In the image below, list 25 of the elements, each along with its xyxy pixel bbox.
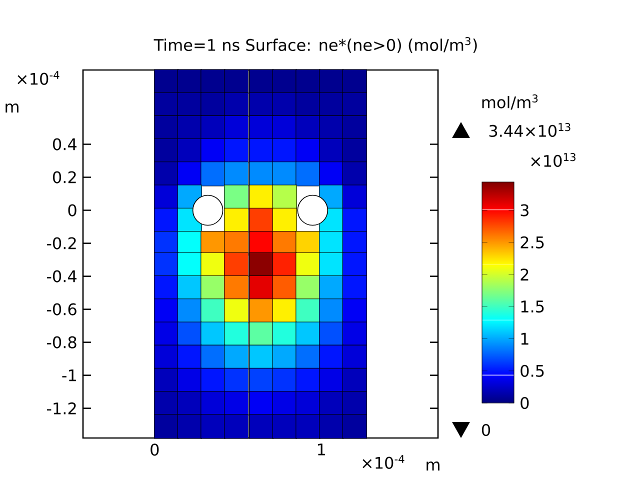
color-bar-label: 2: [520, 268, 528, 280]
y-tick-label: -1: [62, 369, 76, 382]
y-axis-title: m: [6, 104, 18, 112]
color-bar-label: 0.5: [520, 364, 544, 377]
y-tick-label: -0.2: [46, 237, 76, 250]
color-bar-label: 1: [521, 332, 528, 345]
text: ×10$^{-4}$: [362, 455, 404, 469]
y-tick-label: -0.4: [46, 270, 77, 282]
text: ×10$^{13}$: [531, 153, 576, 167]
color-bar-title: mol/m$^{3}$: [482, 94, 538, 110]
color-bar-label: 0: [520, 396, 529, 410]
color-bar-label: 3: [520, 204, 528, 216]
text: 3.44×10$^{13}$: [489, 123, 570, 137]
text: 0: [482, 424, 490, 436]
color-bar-label: 2.5: [520, 236, 544, 248]
text: ×10$^{-4}$: [18, 71, 60, 85]
y-tick-label: 0: [68, 204, 76, 216]
y-tick-label: -0.8: [46, 336, 76, 348]
chart-title: Time=1 ns Surface: ne*(ne>0) (mol/m$^{3}$): [154, 37, 477, 53]
y-tick-label: 0.2: [53, 171, 76, 184]
y-tick-label: -0.6: [46, 303, 76, 316]
y-tick-label: 0.4: [53, 138, 77, 150]
x-axis-title: m: [426, 462, 440, 470]
y-tick-label: -1.2: [46, 402, 76, 414]
color-bar-label: 1.5: [521, 300, 544, 313]
